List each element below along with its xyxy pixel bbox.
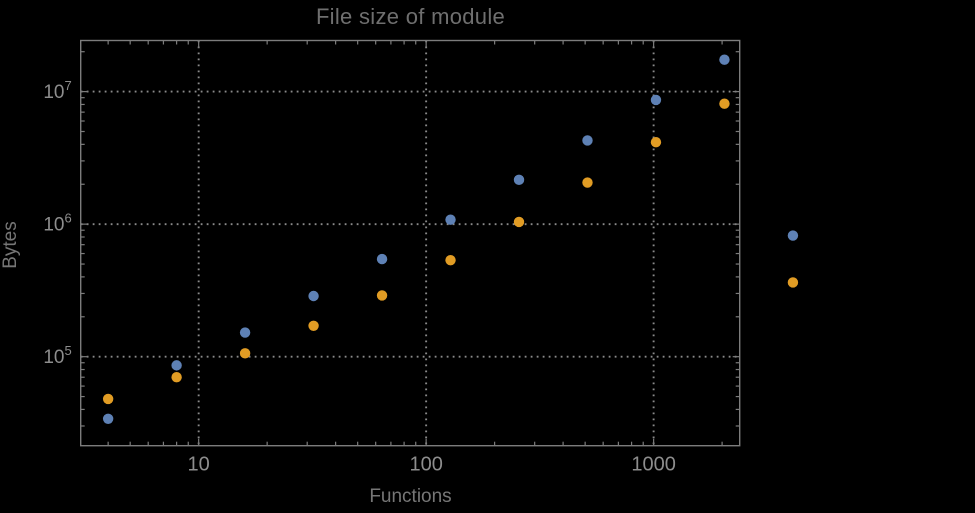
data-point-series-2-orange — [239, 348, 251, 359]
data-point-series-2-orange — [650, 137, 662, 148]
y-tick-label-1e5: 105 — [43, 343, 71, 368]
x-tick-label-100: 100 — [409, 454, 442, 476]
data-point-series-1-blue — [308, 290, 319, 302]
data-point-series-2-orange — [719, 98, 730, 109]
y-tick-label-1e7: 107 — [43, 78, 71, 103]
data-point-series-1-blue — [102, 413, 114, 424]
plot-frame — [79, 39, 741, 447]
x-axis-label: Functions — [369, 486, 452, 507]
data-point-series-2-orange — [513, 216, 525, 228]
data-point-series-1-blue — [239, 327, 251, 338]
data-point-series-1-blue — [513, 174, 525, 186]
x-tick-label-10: 10 — [188, 454, 210, 476]
data-point-series-2-orange — [582, 177, 593, 188]
data-point-series-1-blue — [171, 360, 182, 371]
data-point-series-1-blue — [376, 253, 388, 265]
y-tick-label-1e6: 106 — [43, 211, 71, 236]
data-point-series-1-blue — [650, 94, 662, 106]
data-point-series-2-orange — [787, 277, 799, 288]
chart-title: File size of module — [315, 4, 506, 29]
data-point-series-1-blue — [445, 214, 456, 225]
data-point-series-1-blue — [787, 230, 799, 241]
data-point-series-1-blue — [719, 54, 730, 65]
data-point-series-2-orange — [445, 254, 456, 266]
data-point-series-2-orange — [102, 393, 114, 405]
data-point-series-2-orange — [376, 290, 388, 301]
data-point-series-2-orange — [171, 372, 182, 383]
x-tick-label-1000: 1000 — [631, 454, 676, 476]
data-point-series-1-blue — [582, 135, 593, 146]
data-point-series-2-orange — [308, 320, 319, 332]
